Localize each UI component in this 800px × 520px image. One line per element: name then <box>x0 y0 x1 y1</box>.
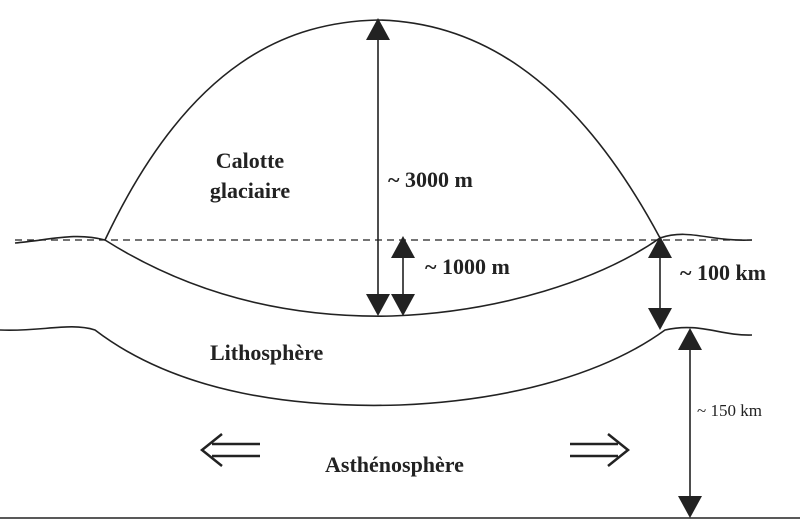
arrow-head <box>391 236 415 258</box>
flow-arrow-right <box>570 433 631 467</box>
asthenosphere-label: Asthénosphère <box>325 452 464 477</box>
flow-arrow-left <box>199 433 260 467</box>
arrow-head <box>366 294 390 316</box>
surface-right <box>659 233 753 241</box>
ice-thickness-label: ~ 3000 m <box>388 167 473 192</box>
lithosphere-thickness-label: ~ 100 km <box>680 260 766 285</box>
arrow-head <box>678 328 702 350</box>
asthenosphere-depth-label: ~ 150 km <box>697 401 762 420</box>
surface-left <box>14 235 106 244</box>
ice-cap-label: glaciaire <box>210 178 290 203</box>
arrow-head <box>648 236 672 258</box>
ice-cap-label: Calotte <box>216 148 285 173</box>
lithosphere-base <box>0 326 753 407</box>
arrow-head <box>678 496 702 518</box>
lithosphere-label: Lithosphère <box>210 340 324 365</box>
arrow-head <box>648 308 672 330</box>
depression-label: ~ 1000 m <box>425 254 510 279</box>
ice-cap-outline <box>104 19 661 241</box>
ice-base <box>104 237 661 317</box>
arrow-head <box>366 18 390 40</box>
arrow-head <box>391 294 415 316</box>
